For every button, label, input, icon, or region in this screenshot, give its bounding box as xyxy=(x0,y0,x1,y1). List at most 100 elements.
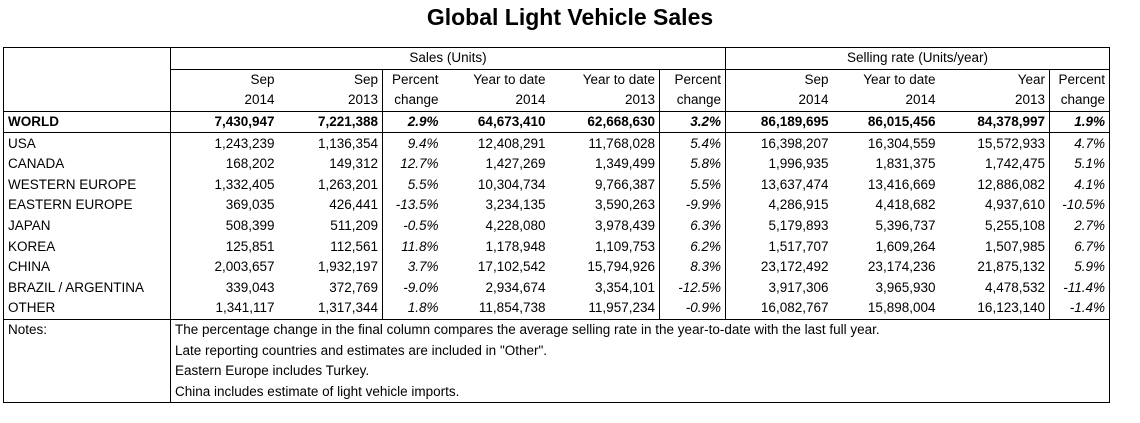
column-header-line2: 2013 xyxy=(939,90,1050,112)
column-header-line1: Sep xyxy=(725,69,833,91)
header-corner xyxy=(3,47,171,70)
table-cell: 64,673,410 xyxy=(442,111,550,134)
column-header-line2: change xyxy=(659,90,726,112)
table-row: KOREA 125,851 112,561 11.8% 1,178,948 1,109,7… xyxy=(3,236,1110,257)
table-cell: 3,978,439 xyxy=(594,218,655,234)
table-cell: 3.7% xyxy=(382,256,443,278)
table-cell: 8.3% xyxy=(659,256,726,278)
table-cell: 10,304,734 xyxy=(477,176,546,192)
table-cell: 9.4% xyxy=(382,132,443,154)
table-cell: 4,418,682 xyxy=(875,197,936,213)
note-line: Eastern Europe includes Turkey. xyxy=(170,360,1110,382)
column-header-line1: Sep xyxy=(353,71,378,87)
table-cell: -10.5% xyxy=(1049,195,1110,216)
table-cell: 6.7% xyxy=(1049,236,1110,257)
table-cell: 16,123,140 xyxy=(939,298,1050,320)
table-cell: 5,396,737 xyxy=(875,218,936,234)
table-cell: -11.4% xyxy=(1049,277,1110,299)
note-line: China includes estimate of light vehicle… xyxy=(170,381,1110,404)
table-cell: 2,934,674 xyxy=(485,279,546,295)
notes-row: China includes estimate of light vehicle… xyxy=(3,381,1110,404)
region-label: WESTERN EUROPE xyxy=(3,174,171,196)
table-cell: 1,932,197 xyxy=(317,259,378,275)
table-cell: 1,507,985 xyxy=(984,238,1045,254)
table-row: WORLD 7,430,947 7,221,388 2.9% 64,673,410 62,… xyxy=(3,111,1110,134)
table-cell: 4,478,532 xyxy=(984,279,1045,295)
table-cell: 86,015,456 xyxy=(832,111,940,134)
table-cell: 149,312 xyxy=(329,156,378,172)
table-cell: 3,917,306 xyxy=(725,277,833,299)
table-cell: 125,851 xyxy=(170,236,279,257)
table-cell: 13,416,669 xyxy=(867,176,936,192)
table-cell: 5.9% xyxy=(1049,256,1110,278)
table-cell: 6.2% xyxy=(659,236,726,257)
notes-label: Notes: xyxy=(3,319,171,341)
table-cell: 23,172,492 xyxy=(725,256,833,278)
chart-title: Global Light Vehicle Sales xyxy=(426,4,714,30)
column-header-line2: change xyxy=(382,90,443,112)
table-row: WESTERN EUROPE 1,332,405 1,263,201 5.5% 10,3… xyxy=(3,174,1110,196)
table-cell: 1,742,475 xyxy=(984,156,1045,172)
table-cell: 1,332,405 xyxy=(170,174,279,196)
table-cell: 168,202 xyxy=(170,153,279,175)
table-cell: 3,354,101 xyxy=(594,279,655,295)
table-cell: 5.1% xyxy=(1049,153,1110,175)
region-label: KOREA xyxy=(3,236,171,257)
header-region-blank xyxy=(3,69,171,91)
table-cell: 11,768,028 xyxy=(588,135,655,151)
table-cell: 1,263,201 xyxy=(317,176,378,192)
table-row: EASTERN EUROPE 369,035 426,441 -13.5% 3,234,… xyxy=(3,195,1110,216)
header-region-blank xyxy=(3,90,171,112)
table-cell: 1,517,707 xyxy=(725,236,833,257)
table-cell: 86,189,695 xyxy=(725,111,833,134)
table-cell: 5.8% xyxy=(659,153,726,175)
table-cell: 15,794,926 xyxy=(587,259,655,275)
column-header-row-2: 2014 2013 change 2014 2013 change 2014 2014 2013… xyxy=(3,90,1110,112)
table-cell: 5,255,108 xyxy=(984,218,1045,234)
table-cell: -13.5% xyxy=(382,195,443,216)
table-cell: 1,609,264 xyxy=(875,238,936,254)
table-cell: 1,831,375 xyxy=(875,156,936,172)
table-cell: 7,221,388 xyxy=(278,111,383,134)
table-cell: 2,003,657 xyxy=(170,256,279,278)
table-cell: -0.9% xyxy=(659,298,726,320)
group-header-selling-rate: Selling rate (Units/year) xyxy=(725,47,1110,70)
table-cell: 15,572,933 xyxy=(977,135,1045,151)
sales-table: Sales (Units) Selling rate (Units/year) … xyxy=(3,47,1110,404)
table-cell: 1,178,948 xyxy=(485,238,546,254)
table-cell: 3,234,135 xyxy=(485,197,546,213)
table-cell: 21,875,132 xyxy=(977,259,1045,275)
table-cell: 23,174,236 xyxy=(867,259,936,275)
table-cell: 1,341,117 xyxy=(170,298,279,320)
notes-row: Notes: The percentage change in the final… xyxy=(3,319,1110,341)
table-cell: 4,286,915 xyxy=(725,195,833,216)
table-cell: 369,035 xyxy=(170,195,279,216)
table-cell: 426,441 xyxy=(329,197,378,213)
table-cell: 13,637,474 xyxy=(725,174,833,196)
table-cell: 1,996,935 xyxy=(725,153,833,175)
table-cell: 16,398,207 xyxy=(725,132,833,154)
table-cell: 17,102,542 xyxy=(477,259,546,275)
table-cell: 1,349,499 xyxy=(594,156,655,172)
table-cell: 12,886,082 xyxy=(977,176,1045,192)
table-cell: 16,082,767 xyxy=(725,298,833,320)
table-cell: 1,317,344 xyxy=(278,298,383,320)
region-label: EASTERN EUROPE xyxy=(3,195,171,216)
column-header-line1: Percent xyxy=(1049,69,1110,91)
table-cell: 62,668,630 xyxy=(549,111,660,134)
table-cell: 2.9% xyxy=(382,111,443,134)
column-header-line1: Year to date xyxy=(473,71,546,87)
region-label: CHINA xyxy=(3,256,171,278)
region-label: WORLD xyxy=(3,111,171,134)
table-cell: 11,854,738 xyxy=(442,298,550,320)
region-label: CANADA xyxy=(3,153,171,175)
region-label: JAPAN xyxy=(3,215,171,237)
table-cell: -12.5% xyxy=(659,277,726,299)
table-cell: 339,043 xyxy=(170,277,279,299)
table-cell: -9.9% xyxy=(659,195,726,216)
region-label: OTHER xyxy=(3,298,171,320)
table-cell: 1,109,753 xyxy=(594,238,655,254)
table-cell: -1.4% xyxy=(1049,298,1110,320)
column-header-row-1: Sep Sep Percent Year to date Year to date Per… xyxy=(3,69,1110,91)
table-cell: 4.7% xyxy=(1049,132,1110,154)
